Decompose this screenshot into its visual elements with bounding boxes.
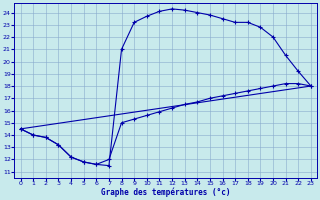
- X-axis label: Graphe des températures (°c): Graphe des températures (°c): [101, 188, 230, 197]
